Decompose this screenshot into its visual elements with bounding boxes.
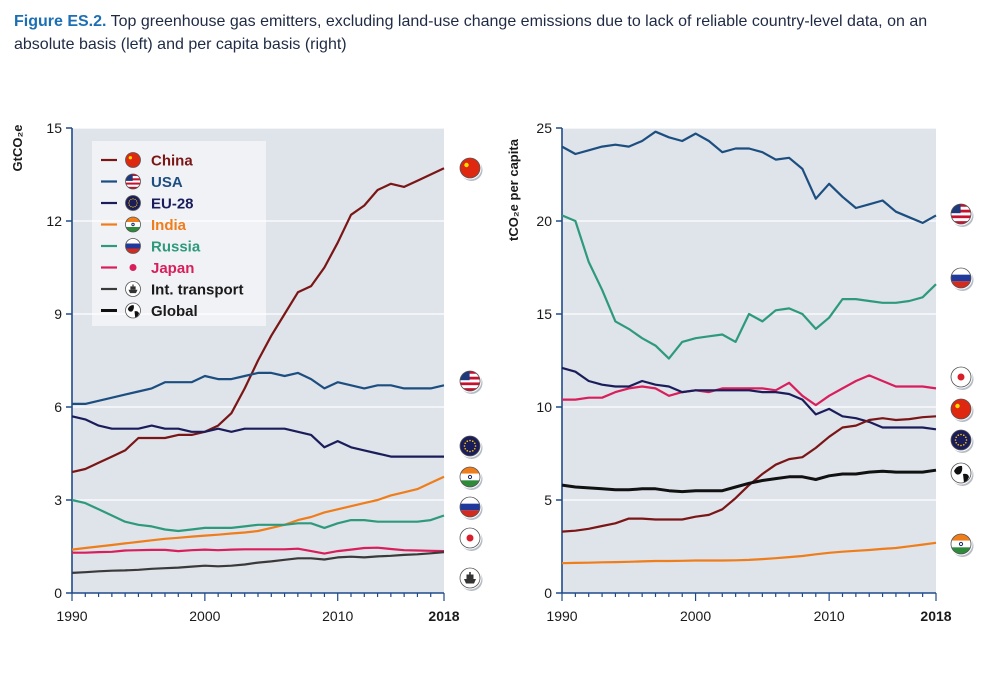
legend-label: Global [151,303,198,320]
series-line-eu-28 [561,366,937,431]
legend: China USA EU-28 India Russia Japan Int. transp… [92,141,266,326]
series-badge-india [458,465,483,490]
figure-label: Figure ES.2. [14,13,107,30]
y-tick-label: 6 [54,399,62,415]
y-axis-label: GtCO₂e [10,125,25,172]
series-line-china [561,415,937,533]
x-tick-label: 2000 [189,608,220,624]
ship-icon [125,281,141,297]
series-badge-usa [458,369,483,394]
y-tick-label: 3 [54,492,62,508]
eu-flag-icon [125,195,141,211]
figure-caption: Figure ES.2. Top greenhouse gas emitters… [14,10,989,56]
series-badge-china [949,397,974,422]
y-tick-label: 0 [544,585,552,601]
chart-panel-per-capita: 0 5 10 15 20 25 1990 2000 2010 2018 tCO₂e per capi… [506,120,974,624]
y-tick-label: 12 [46,213,62,229]
series-line-russia [71,498,445,533]
series-badge-japan [949,365,974,390]
series-line-india [561,541,937,565]
series-badge-eu-28 [949,428,974,453]
legend-label: China [151,153,193,170]
india-flag-icon [125,216,141,233]
y-tick-label: 15 [46,120,62,136]
series-badge-india [949,532,974,557]
legend-label: USA [151,174,183,191]
y-axis-label: tCO₂e per capita [506,138,521,241]
x-tick-label: 2018 [428,608,459,624]
y-tick-label: 9 [54,306,62,322]
series-badge-usa [949,202,974,227]
series-line-usa [561,130,937,224]
legend-label: Japan [151,260,194,277]
x-tick-label: 2010 [814,608,845,624]
series-line-russia [561,214,937,360]
series-badge-japan [458,526,483,551]
x-tick-label: 1990 [546,608,577,624]
figure-caption-text: Top greenhouse gas emitters, excluding l… [14,13,928,53]
series-badge-russia [949,266,974,291]
x-tick-label: 2000 [680,608,711,624]
russia-flag-icon [125,238,141,254]
series-badge-china [458,156,483,181]
series-line-global [561,468,937,494]
series-line-india [71,475,445,551]
series-badge-eu-28 [458,434,483,459]
series-line-int-transport [71,551,445,574]
series-line-eu-28 [71,415,444,458]
y-tick-label: 15 [536,306,552,322]
y-tick-label: 20 [536,213,552,229]
usa-flag-icon [125,173,141,190]
series-badge-global [949,461,974,486]
x-tick-label: 2010 [322,608,353,624]
legend-label: EU-28 [151,196,194,213]
series-line-japan [72,546,445,555]
y-tick-label: 10 [536,399,552,415]
legend-label: India [151,217,187,234]
series-line-japan [562,374,937,407]
series-badge-russia [458,495,483,520]
y-tick-label: 0 [54,585,62,601]
japan-flag-icon [129,264,137,271]
y-tick-label: 25 [536,120,552,136]
plot-area [562,128,936,593]
y-tick-label: 5 [544,492,552,508]
series-badge-int-transport [458,566,483,591]
globe-icon [125,302,141,319]
x-tick-label: 1990 [56,608,87,624]
legend-box [92,141,266,326]
x-tick-label: 2018 [920,608,951,624]
legend-label: Russia [151,239,201,256]
series-line-china [71,167,445,474]
series-line-usa [72,371,445,405]
legend-label: Int. transport [151,282,244,299]
china-flag-icon [125,152,141,168]
